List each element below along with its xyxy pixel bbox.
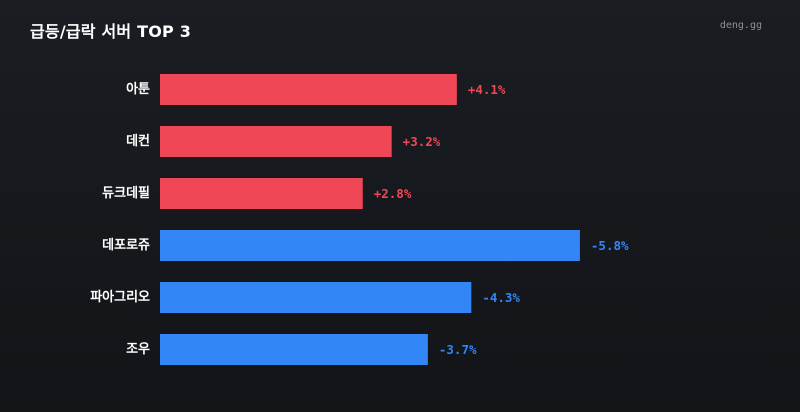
category-label: 데컨 [126,133,150,149]
value-label: -5.8% [591,238,629,253]
bar [160,334,428,365]
category-label: 아툰 [126,81,150,97]
category-label: 듀크데필 [102,186,150,201]
category-label: 데포로쥬 [102,238,150,253]
bar [160,126,392,157]
bar [160,178,363,209]
bar [160,282,472,313]
value-label: -3.7% [439,342,477,357]
value-label: -4.3% [482,290,520,305]
value-label: +2.8% [374,186,412,201]
category-label: 파아그리오 [90,289,150,305]
value-label: +4.1% [468,82,506,97]
bar [160,230,580,261]
bar [160,74,457,105]
value-label: +3.2% [403,134,441,149]
chart-title: 급등/급락 서버 TOP 3 [30,22,192,41]
brand-label: deng.gg [719,20,762,31]
category-label: 조우 [126,342,150,357]
